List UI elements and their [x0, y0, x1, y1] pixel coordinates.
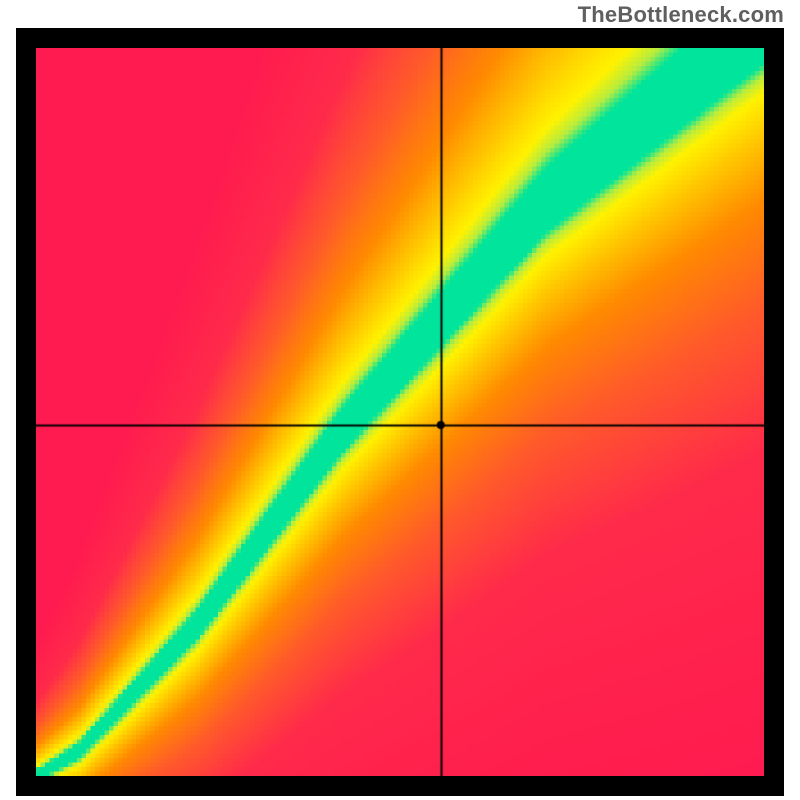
plot-frame: [16, 28, 784, 796]
chart-container: TheBottleneck.com: [0, 0, 800, 800]
overlay-canvas: [36, 48, 764, 776]
plot-inner: [36, 48, 764, 776]
watermark-text: TheBottleneck.com: [578, 2, 784, 28]
